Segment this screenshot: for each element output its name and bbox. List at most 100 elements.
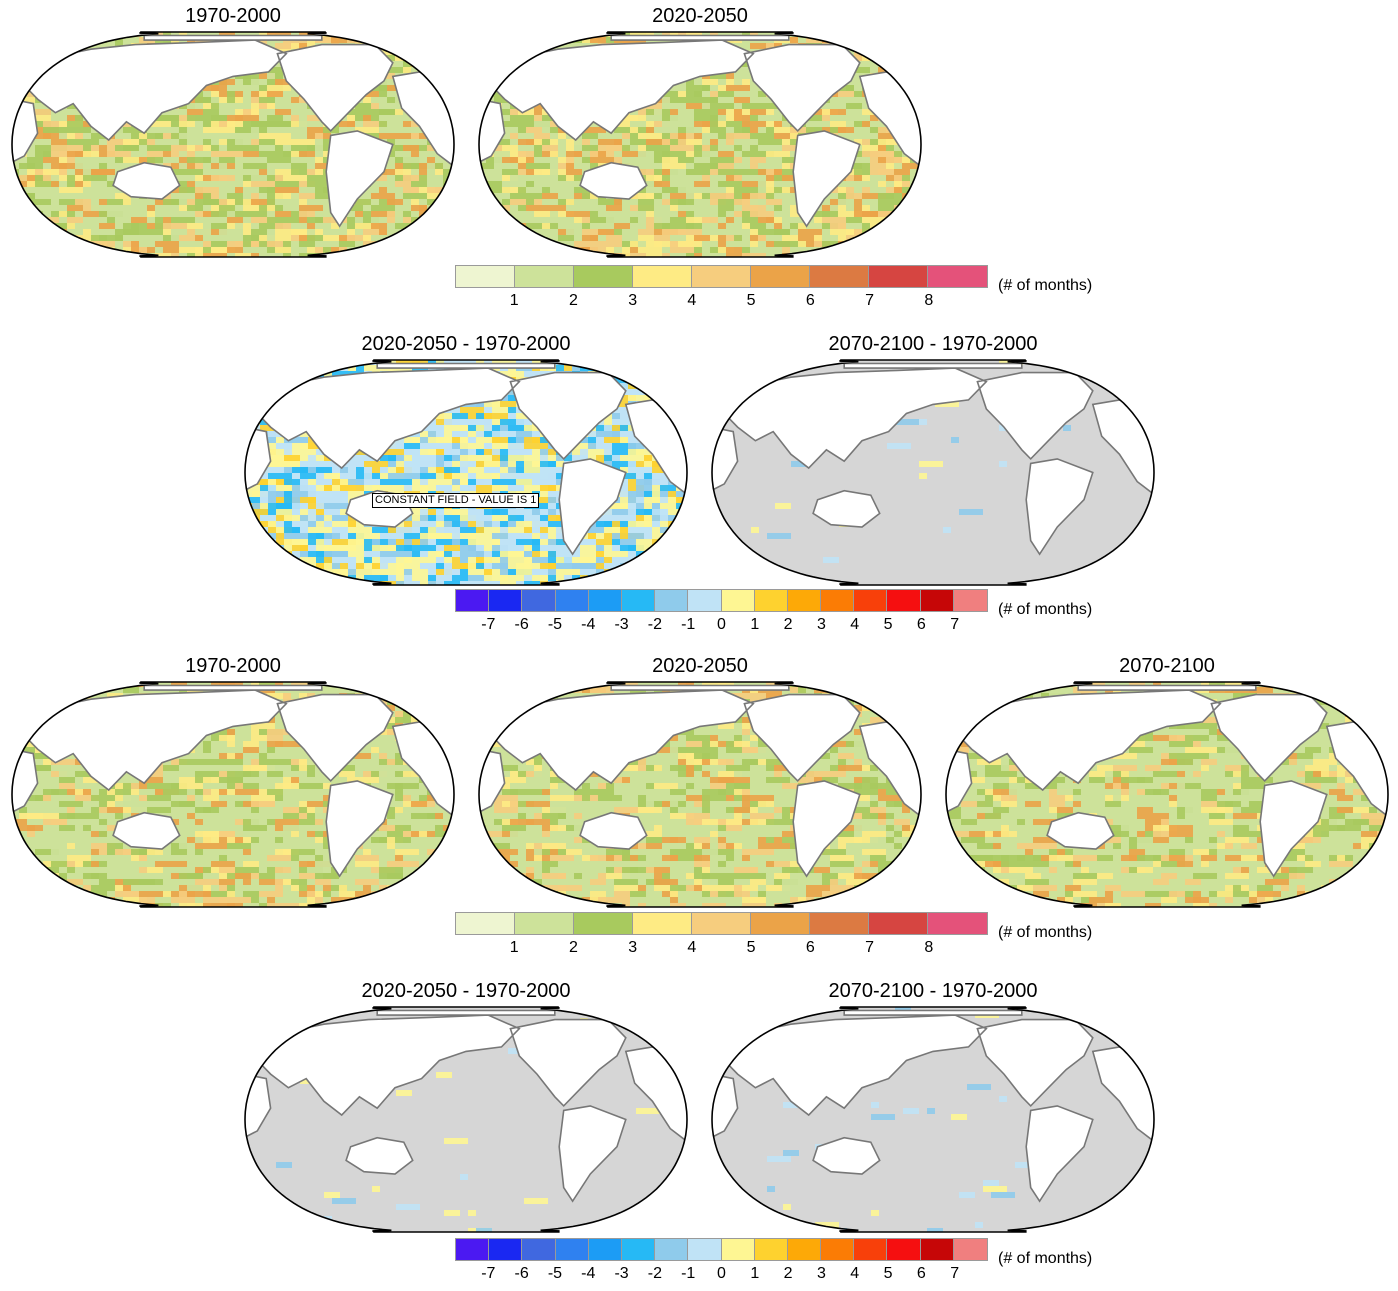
map-boundary bbox=[711, 1006, 1155, 1233]
colorbar-tick-label: -4 bbox=[581, 1265, 596, 1282]
colorbar-tick-label: 2 bbox=[783, 616, 793, 633]
colorbar-tick-label: 3 bbox=[816, 616, 826, 633]
colorbar-swatch bbox=[515, 266, 574, 287]
land-mass bbox=[12, 684, 454, 878]
colorbar-tick-label: 0 bbox=[717, 1265, 726, 1282]
colorbar-swatch bbox=[754, 590, 788, 611]
colorbar-absolute: 1 2 3 4 5 6 7 8 (# of months) bbox=[455, 265, 1118, 315]
world-map bbox=[244, 1006, 688, 1233]
land-mass bbox=[712, 1009, 1154, 1203]
colorbar-units: (# of months) bbox=[998, 1250, 1093, 1267]
colorbar-swatch bbox=[721, 590, 755, 611]
colorbar-swatch bbox=[928, 266, 987, 287]
land-mass bbox=[12, 34, 454, 228]
colorbar-swatch bbox=[456, 1239, 490, 1260]
colorbar-tick-label: -2 bbox=[647, 616, 662, 633]
colorbar-swatch bbox=[621, 590, 656, 611]
colorbar-tick-label: -1 bbox=[681, 616, 696, 633]
colorbar-tick-label: 1 bbox=[509, 939, 519, 956]
colorbar-swatch bbox=[574, 913, 633, 934]
map-panel: 2020-2050 bbox=[478, 5, 922, 258]
colorbar-tick-label: 7 bbox=[950, 616, 960, 633]
colorbar-swatch bbox=[810, 266, 869, 287]
map-title: 2070-2100 bbox=[1119, 655, 1215, 677]
colorbar-swatch bbox=[489, 1239, 523, 1260]
colorbar-units: (# of months) bbox=[998, 601, 1093, 618]
colorbar-swatch bbox=[869, 266, 928, 287]
colorbar-tick-label: 6 bbox=[916, 1265, 926, 1282]
colorbar-swatch bbox=[522, 1239, 556, 1260]
colorbar-swatch bbox=[920, 1239, 954, 1260]
colorbar-swatch bbox=[887, 1239, 921, 1260]
colorbar-tick-label: 4 bbox=[850, 1265, 860, 1282]
colorbar-tick-label: 1 bbox=[509, 292, 519, 309]
colorbar-swatch bbox=[692, 266, 751, 287]
world-map bbox=[11, 681, 455, 908]
colorbar-tick-label: 3 bbox=[628, 939, 638, 956]
colorbar-swatch bbox=[688, 1239, 722, 1260]
constant-field-label: CONSTANT FIELD - VALUE IS 1 bbox=[372, 493, 540, 508]
colorbar-swatch bbox=[456, 913, 515, 934]
world-map bbox=[478, 681, 922, 908]
colorbar-difference: -7 -6 -5 -4 -3 -2 -1 0 1 2 3 4 5 6 7 (# of months) bbox=[455, 589, 1118, 639]
colorbar-swatch bbox=[456, 590, 490, 611]
colorbar-tick-label: 6 bbox=[916, 616, 926, 633]
colorbar-swatch bbox=[555, 590, 589, 611]
map-boundary bbox=[244, 1006, 688, 1233]
colorbar-swatch bbox=[515, 913, 574, 934]
map-panel: 1970-2000 bbox=[11, 5, 455, 258]
map-panel: 2070-2100 bbox=[945, 655, 1389, 908]
map-boundary bbox=[11, 31, 455, 258]
map-boundary bbox=[478, 31, 922, 258]
colorbar-swatch bbox=[456, 266, 515, 287]
colorbar-tick-label: 0 bbox=[717, 616, 726, 633]
colorbar-tick-label: 6 bbox=[805, 292, 815, 309]
colorbar-swatch bbox=[754, 1239, 788, 1260]
colorbar-tick-label: -3 bbox=[614, 1265, 629, 1282]
map-boundary bbox=[945, 681, 1389, 908]
colorbar-tick-label: -7 bbox=[481, 616, 496, 633]
colorbar-tick-label: 8 bbox=[924, 292, 934, 309]
land-mass bbox=[479, 684, 921, 878]
map-title: 2070-2100 - 1970-2000 bbox=[828, 980, 1038, 1002]
colorbar-tick-label: -4 bbox=[581, 616, 596, 633]
colorbar-tick-label: 5 bbox=[746, 939, 756, 956]
map-title: 2020-2050 bbox=[652, 655, 748, 677]
colorbar-tick-label: 4 bbox=[687, 292, 697, 309]
colorbar-swatches bbox=[455, 1238, 988, 1261]
colorbar-tick-label: -7 bbox=[481, 1265, 496, 1282]
map-boundary bbox=[478, 681, 922, 908]
colorbar-swatches bbox=[455, 265, 988, 288]
land-mass bbox=[245, 1009, 687, 1203]
map-panel: 2020-2050 - 1970-2000 bbox=[244, 980, 688, 1233]
colorbar-tick-label: -5 bbox=[547, 616, 563, 633]
colorbar-swatch bbox=[854, 1239, 888, 1260]
colorbar-tick-label: 5 bbox=[746, 292, 756, 309]
colorbar-swatch bbox=[588, 590, 622, 611]
map-boundary bbox=[711, 359, 1155, 586]
map-title: 2020-2050 bbox=[652, 5, 748, 27]
colorbar-tick-label: 8 bbox=[924, 939, 934, 956]
map-panel: 2020-2050 bbox=[478, 655, 922, 908]
colorbar-tick-label: 7 bbox=[865, 292, 874, 309]
colorbar-swatch bbox=[953, 1239, 987, 1260]
colorbar-swatch bbox=[787, 1239, 822, 1260]
colorbar-tick-label: 1 bbox=[750, 1265, 760, 1282]
colorbar-swatch bbox=[655, 1239, 689, 1260]
colorbar-tick-label: 4 bbox=[850, 616, 860, 633]
colorbar-units: (# of months) bbox=[998, 924, 1093, 941]
colorbar-tick-label: -2 bbox=[647, 1265, 662, 1282]
colorbar-tick-label: -1 bbox=[681, 1265, 696, 1282]
colorbar-tick-label: 2 bbox=[783, 1265, 793, 1282]
map-panel: 1970-2000 bbox=[11, 655, 455, 908]
colorbar-tick-label: 2 bbox=[568, 939, 578, 956]
land-mass bbox=[479, 34, 921, 228]
colorbar-tick-label: 1 bbox=[750, 616, 760, 633]
colorbar-tick-label: 3 bbox=[628, 292, 638, 309]
colorbar-tick-label: -6 bbox=[514, 1265, 529, 1282]
colorbar-tick-label: -3 bbox=[614, 616, 629, 633]
colorbar-swatch bbox=[810, 913, 869, 934]
map-title: 1970-2000 bbox=[185, 655, 281, 677]
colorbar-swatch bbox=[655, 590, 689, 611]
colorbar-swatch bbox=[621, 1239, 656, 1260]
